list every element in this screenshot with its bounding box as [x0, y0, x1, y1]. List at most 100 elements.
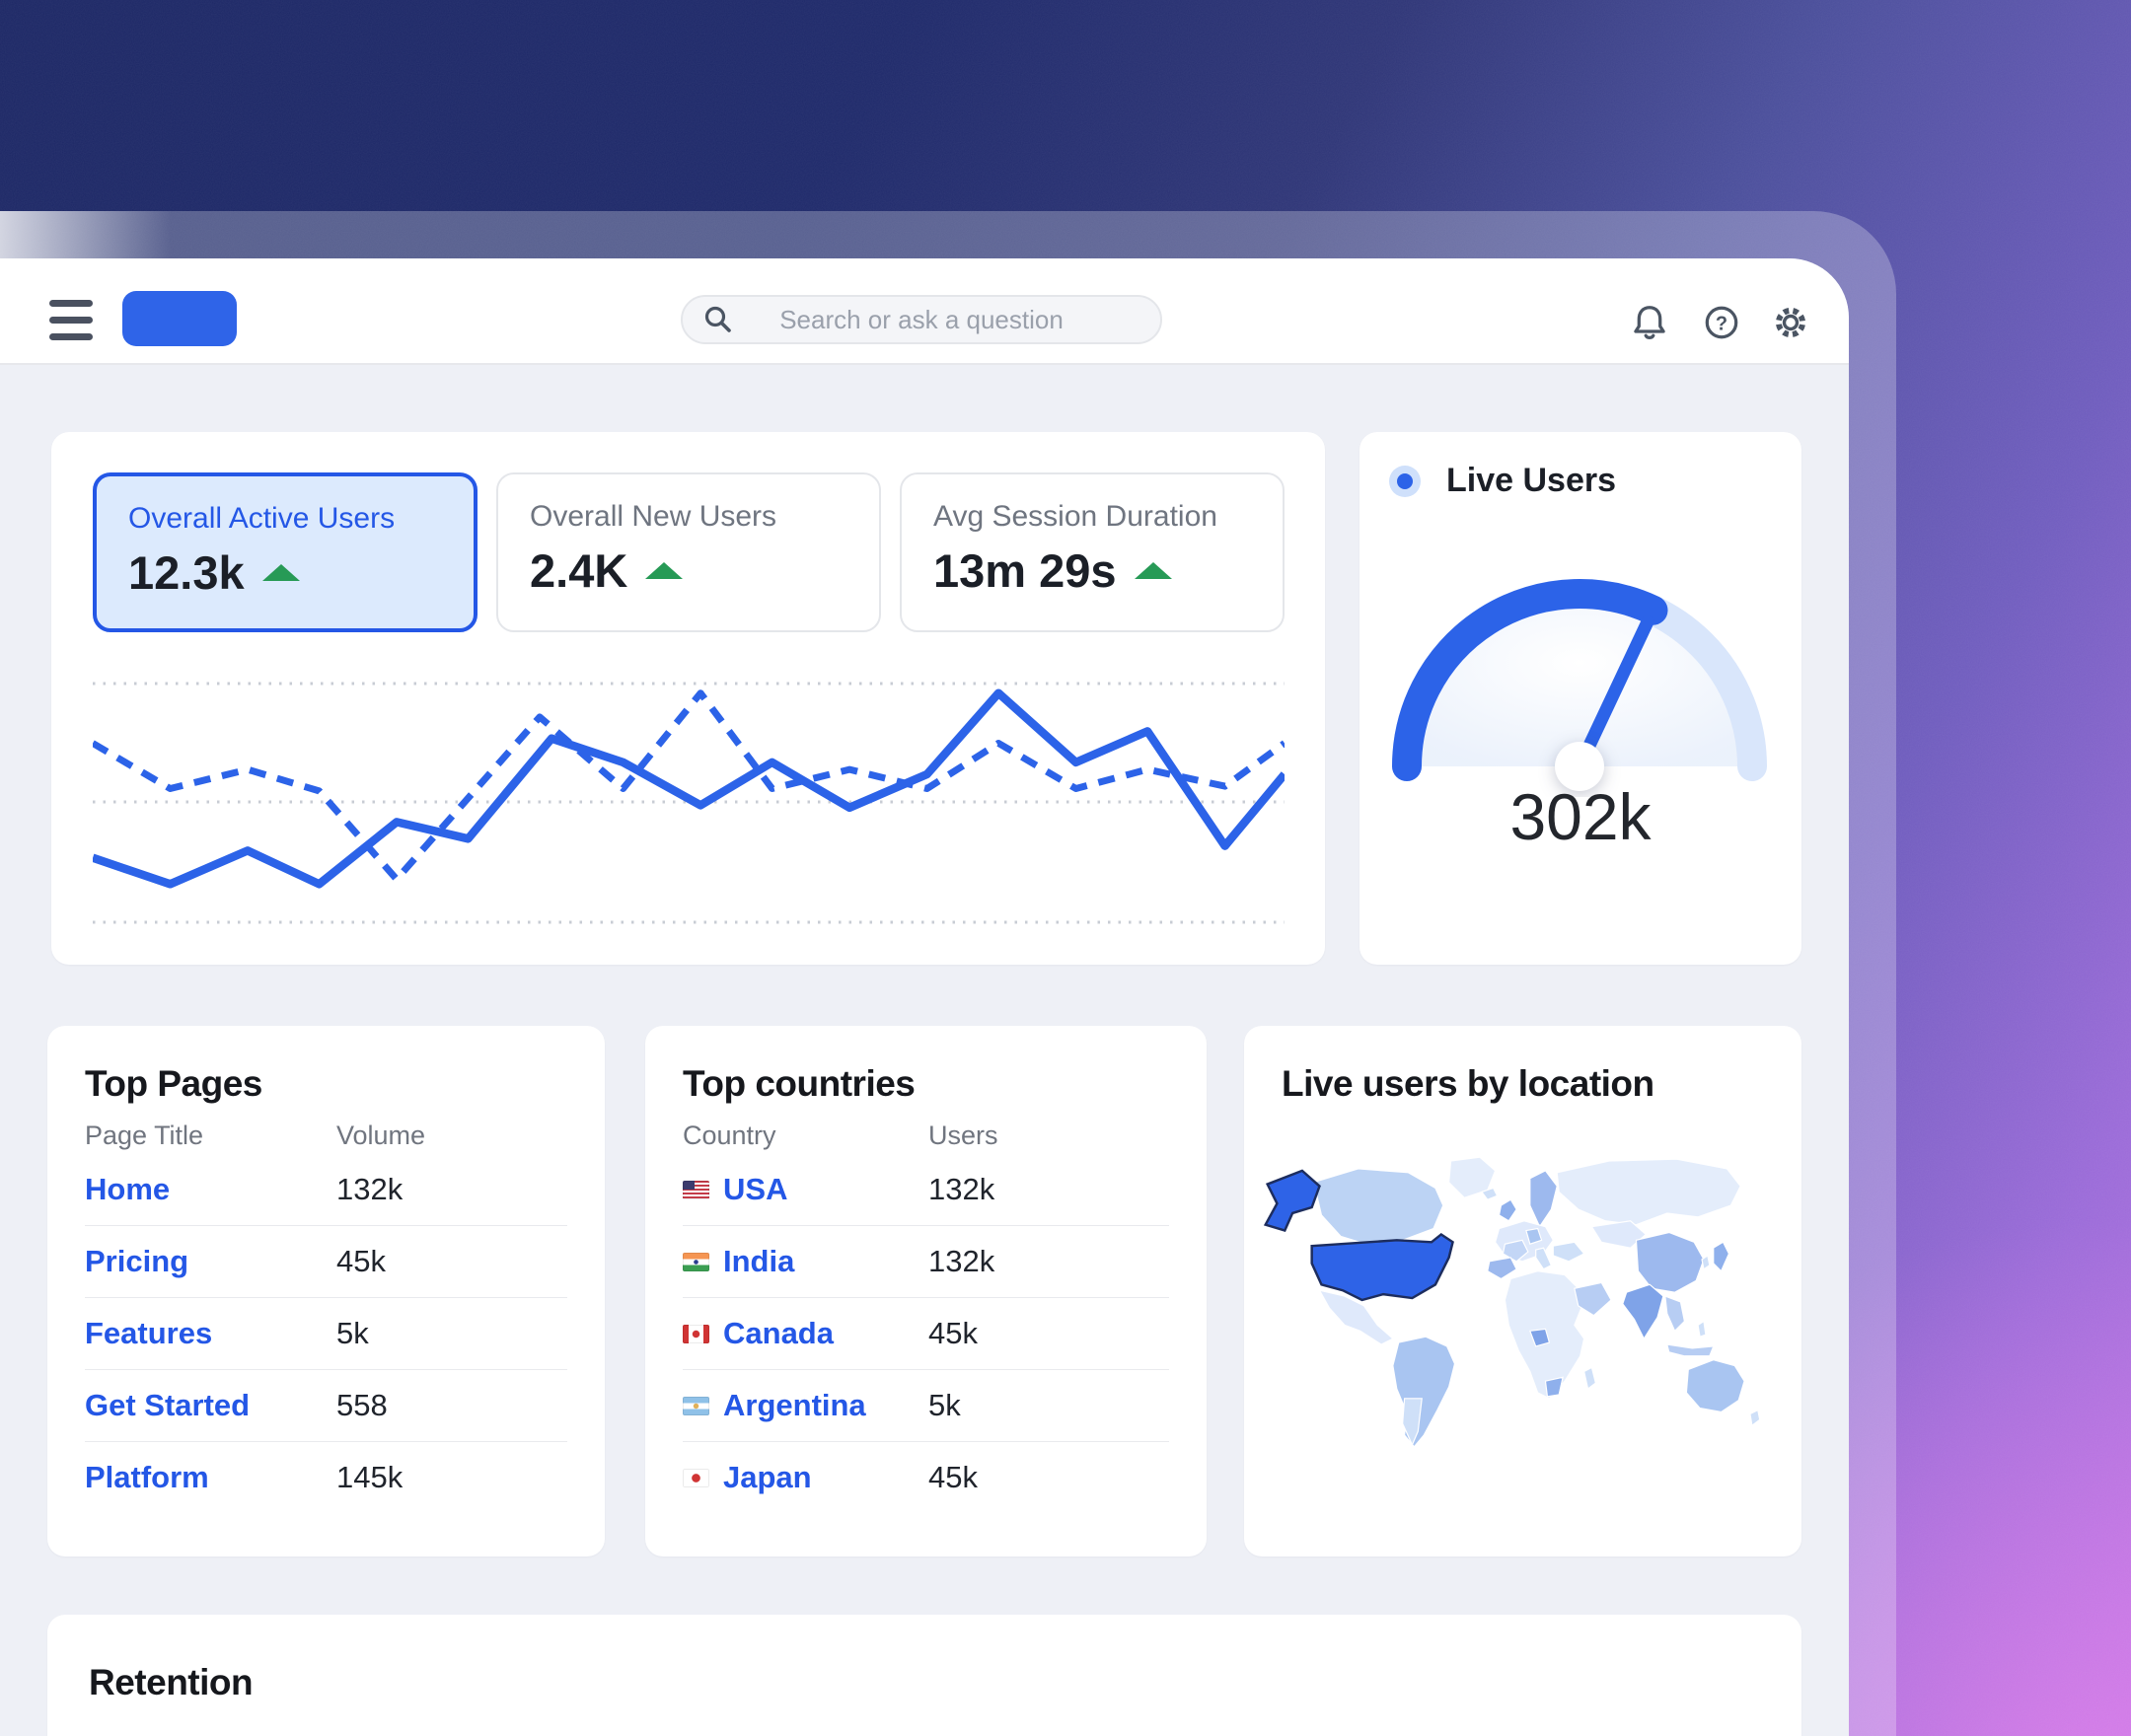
notifications-bell-icon[interactable]: [1629, 302, 1670, 343]
new-users-dashed-line: [93, 689, 1285, 883]
table-row: USA 132k: [683, 1154, 1169, 1225]
metric-value: 12.3k: [128, 546, 245, 599]
column-header-country: Country: [683, 1121, 776, 1150]
live-users-value: 302k: [1509, 780, 1652, 853]
map-indonesia: [1666, 1343, 1715, 1357]
metric-label: Overall Active Users: [128, 502, 396, 535]
column-header-users: Users: [928, 1121, 998, 1150]
users-trend-line-chart: [93, 682, 1285, 924]
map-turkey: [1552, 1241, 1585, 1263]
map-spain: [1487, 1257, 1517, 1280]
map-mexico: [1318, 1289, 1394, 1345]
map-scandinavia: [1529, 1170, 1558, 1228]
table-row: India 132k: [683, 1225, 1169, 1297]
country-users: 132k: [928, 1172, 995, 1206]
country-link[interactable]: Canada: [683, 1316, 834, 1351]
table-row: Get Started 558: [85, 1369, 567, 1441]
table-row: Japan 45k: [683, 1441, 1169, 1513]
page-volume: 5k: [336, 1316, 369, 1350]
live-users-legend: Live Users: [1389, 462, 1616, 500]
country-users: 45k: [928, 1460, 978, 1494]
settings-gear-icon[interactable]: [1770, 302, 1811, 343]
live-users-label: Live Users: [1446, 462, 1616, 499]
map-india: [1622, 1283, 1664, 1340]
trend-up-icon: [261, 564, 300, 581]
svg-text:?: ?: [1716, 313, 1727, 334]
top-pages-card: Top Pages Page Title Volume Home 132k Pr…: [47, 1026, 605, 1556]
global-search: [681, 295, 1162, 344]
help-icon[interactable]: ?: [1701, 302, 1742, 343]
page-link[interactable]: Get Started: [85, 1388, 251, 1422]
map-madagascar: [1582, 1366, 1597, 1391]
top-countries-card: Top countries Country Users USA 132k Ind…: [645, 1026, 1207, 1556]
trend-up-icon: [645, 562, 684, 579]
country-users: 132k: [928, 1244, 995, 1278]
argentina-flag-icon: [683, 1396, 709, 1415]
country-link[interactable]: India: [683, 1244, 794, 1279]
map-south-america: [1392, 1336, 1456, 1448]
top-countries-title: Top countries: [683, 1063, 916, 1104]
metric-tile-session-duration[interactable]: Avg Session Duration 13m 29s: [900, 472, 1285, 632]
usa-flag-icon: [683, 1180, 709, 1199]
table-header: Page Title Volume: [85, 1121, 567, 1151]
top-countries-rows: USA 132k India 132k Canada 45k Arge: [683, 1154, 1169, 1513]
live-users-card: Live Users 302k: [1359, 432, 1801, 965]
top-navigation-bar: ?: [0, 258, 1849, 365]
live-users-map-card: Live users by location: [1244, 1026, 1801, 1556]
metric-value: 13m 29s: [933, 544, 1117, 597]
table-row: Argentina 5k: [683, 1369, 1169, 1441]
metric-value: 2.4K: [530, 544, 628, 597]
map-usa-highlighted: [1310, 1232, 1454, 1302]
map-china: [1635, 1231, 1705, 1293]
map-argentina: [1402, 1398, 1423, 1447]
overview-metrics-card: Overall Active Users 12.3k Overall New U…: [51, 432, 1325, 965]
column-header-page-title: Page Title: [85, 1121, 204, 1150]
map-iceland: [1480, 1187, 1499, 1200]
active-users-solid-line: [93, 688, 1285, 889]
top-pages-title: Top Pages: [85, 1063, 262, 1104]
map-alaska-highlighted: [1263, 1169, 1321, 1233]
country-users: 45k: [928, 1316, 978, 1350]
country-link[interactable]: Argentina: [683, 1388, 866, 1423]
page-link[interactable]: Platform: [85, 1460, 209, 1494]
map-uk: [1498, 1198, 1517, 1222]
trend-up-icon: [1134, 562, 1172, 579]
india-flag-icon: [683, 1252, 709, 1271]
metric-tile-active-users[interactable]: Overall Active Users 12.3k: [93, 472, 478, 632]
page-link[interactable]: Home: [85, 1172, 171, 1206]
map-italy: [1535, 1247, 1553, 1270]
table-row: Pricing 45k: [85, 1225, 567, 1297]
page-volume: 558: [336, 1388, 388, 1422]
map-philippines: [1697, 1320, 1707, 1338]
country-link[interactable]: USA: [683, 1172, 787, 1207]
app-logo[interactable]: [122, 291, 237, 346]
page-link[interactable]: Pricing: [85, 1244, 189, 1278]
retention-title: Retention: [89, 1662, 254, 1702]
japan-flag-icon: [683, 1468, 709, 1487]
column-header-volume: Volume: [336, 1121, 426, 1150]
metric-tile-new-users[interactable]: Overall New Users 2.4K: [496, 472, 881, 632]
table-header: Country Users: [683, 1121, 1169, 1151]
canada-flag-icon: [683, 1324, 709, 1343]
world-choropleth-map: [1263, 1156, 1761, 1448]
map-nigeria: [1529, 1328, 1551, 1347]
search-input[interactable]: [681, 295, 1162, 344]
country-link[interactable]: Japan: [683, 1460, 812, 1495]
table-row: Canada 45k: [683, 1297, 1169, 1369]
table-row: Platform 145k: [85, 1441, 567, 1513]
menu-button[interactable]: [49, 298, 93, 341]
map-australia: [1685, 1359, 1745, 1413]
page-volume: 145k: [336, 1460, 404, 1494]
metric-label: Overall New Users: [530, 500, 777, 533]
map-saudi-arabia: [1574, 1281, 1612, 1317]
analytics-app-window: ? Overall Active Users 12.3k Overall New…: [0, 258, 1849, 1736]
page-link[interactable]: Features: [85, 1316, 213, 1350]
page-volume: 132k: [336, 1172, 404, 1206]
map-france: [1502, 1239, 1529, 1263]
country-users: 5k: [928, 1388, 961, 1422]
map-southeast-asia: [1664, 1295, 1686, 1333]
top-pages-rows: Home 132k Pricing 45k Features 5k Get St…: [85, 1154, 567, 1513]
map-canada: [1312, 1168, 1444, 1245]
map-title: Live users by location: [1282, 1063, 1654, 1104]
